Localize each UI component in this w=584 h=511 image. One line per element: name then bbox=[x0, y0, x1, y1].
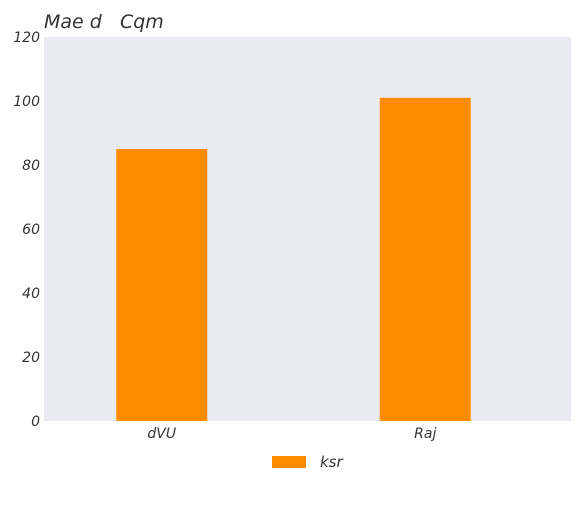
y-axis-ticks: 0 20 40 60 80 100 120 bbox=[13, 30, 40, 430]
y-tick-label: 60 bbox=[22, 222, 40, 238]
x-tick-label: dVU bbox=[147, 426, 176, 442]
chart-title: Mae d Cqm bbox=[44, 11, 164, 33]
legend: ksr bbox=[272, 453, 344, 471]
y-tick-label: 20 bbox=[22, 350, 40, 366]
bar bbox=[116, 149, 208, 421]
y-tick-label: 80 bbox=[22, 158, 40, 174]
y-tick-label: 120 bbox=[13, 30, 40, 46]
x-axis-ticks: dVU Raj bbox=[147, 426, 436, 442]
legend-label: ksr bbox=[320, 453, 344, 471]
y-tick-label: 0 bbox=[31, 414, 40, 430]
bars-group bbox=[116, 97, 471, 422]
legend-swatch bbox=[272, 456, 306, 468]
bar bbox=[379, 97, 471, 422]
y-tick-label: 40 bbox=[22, 286, 40, 302]
y-tick-label: 100 bbox=[13, 94, 40, 110]
x-tick-label: Raj bbox=[414, 426, 436, 442]
